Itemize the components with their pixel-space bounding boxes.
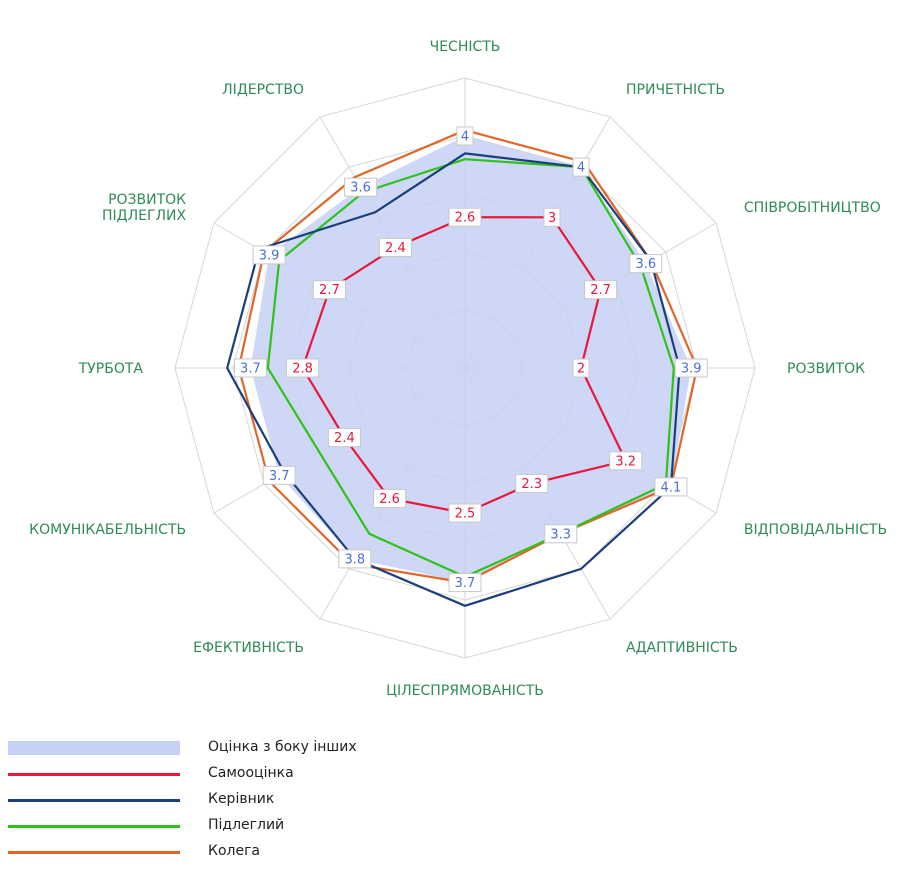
axis-label: ЧЕСНІСТЬ (430, 39, 501, 55)
axis-label: СПІВРОБІТНИЦТВО (744, 200, 881, 216)
value-label: 4 (461, 130, 469, 145)
value-label-box (312, 280, 346, 300)
value-label: 3.2 (615, 454, 636, 469)
value-label: 3.9 (259, 248, 280, 263)
value-label-box (262, 465, 296, 485)
legend-swatch (8, 825, 180, 828)
value-label-box (609, 451, 643, 471)
value-label-box (338, 549, 372, 569)
value-label: 3 (548, 211, 556, 226)
value-label: 3.9 (681, 362, 702, 377)
value-label: 3.7 (240, 362, 261, 377)
axis-label: КОМУНІКАБЕЛЬНІСТЬ (29, 522, 186, 538)
radar-chart: 4 4 3.6 3.9 4.1 3.3 3.7 3.8 3.7 3.7 3.9 3.6 2.6 3 2.7 2… (29, 39, 887, 699)
value-label-box (448, 573, 482, 593)
legend-label: Оцінка з боку інших (208, 739, 357, 755)
value-label: 2.7 (319, 283, 340, 298)
axis-label: АДАПТИВНІСТЬ (626, 640, 738, 656)
value-label: 2.4 (385, 241, 406, 256)
value-label-box (327, 428, 361, 448)
axis-label: ЕФЕКТИВНІСТЬ (193, 640, 304, 656)
value-label-box (448, 503, 482, 523)
value-label: 2.8 (292, 362, 313, 377)
legend-swatch (8, 851, 180, 854)
axis-label: ПРИЧЕТНІСТЬ (626, 82, 725, 98)
value-label-box (584, 280, 618, 300)
value-label-box (233, 358, 267, 378)
value-label: 2.3 (521, 477, 542, 492)
value-label: 3.3 (550, 527, 571, 542)
value-label-box (373, 489, 407, 509)
value-label-box (286, 358, 320, 378)
value-label: 2.5 (455, 507, 476, 522)
value-label-box (674, 358, 708, 378)
axis-label: ЛІДЕРСТВО (222, 82, 304, 98)
legend-swatch (8, 773, 180, 776)
value-label: 2.7 (590, 283, 611, 298)
axis-label: ЦІЛЕСПРЯМОВАНІСТЬ (386, 683, 544, 699)
value-label-box (629, 254, 663, 274)
value-label: 2.6 (379, 492, 400, 507)
value-label: 3.6 (635, 257, 656, 272)
value-label-box (572, 157, 590, 177)
value-label-box (515, 474, 549, 493)
value-label: 2.4 (334, 431, 355, 446)
value-label-box (654, 477, 688, 497)
axis-label: ТУРБОТА (78, 361, 144, 377)
value-label-box (543, 207, 561, 227)
legend-swatch (8, 799, 180, 802)
legend-label: Колега (208, 843, 261, 859)
axis-label: РОЗВИТОК (787, 361, 865, 377)
legend-swatch (8, 741, 180, 755)
value-label: 3.6 (350, 181, 371, 196)
value-label-box (544, 524, 578, 544)
legend-label: Підлеглий (208, 817, 285, 833)
value-label-box (252, 245, 286, 265)
axis-label: ВІДПОВІДАЛЬНІСТЬ (744, 522, 887, 538)
value-label-box (456, 126, 474, 146)
value-label: 3.7 (455, 576, 476, 591)
legend-label: Самооцінка (208, 765, 294, 781)
value-label-box (344, 177, 378, 197)
value-label: 4.1 (661, 480, 682, 495)
value-label: 3.7 (269, 469, 290, 484)
value-label-box (378, 237, 412, 257)
value-label: 4 (577, 161, 585, 176)
value-label: 3.8 (344, 552, 365, 567)
legend-label: Керівник (208, 791, 275, 807)
value-label: 2.6 (455, 211, 476, 226)
value-label-box (572, 358, 590, 378)
value-label: 2 (577, 362, 585, 377)
axis-label: РОЗВИТОК ПІДЛЕГЛИХ (102, 192, 187, 224)
value-label-box (448, 207, 482, 227)
